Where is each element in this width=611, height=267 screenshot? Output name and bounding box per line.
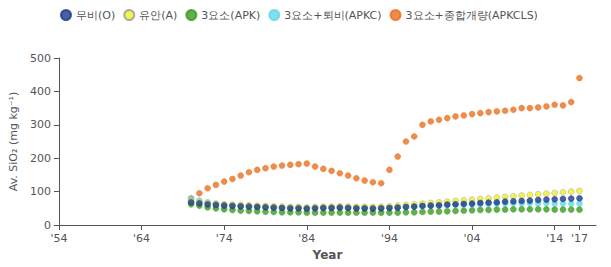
svg-text:100: 100 (30, 185, 51, 198)
svg-text:0: 0 (44, 219, 51, 232)
svg-text:3요소(APK): 3요소(APK) (201, 9, 260, 22)
svg-text:300: 300 (30, 118, 51, 131)
svg-text:'94: '94 (381, 232, 398, 245)
svg-text:'64: '64 (133, 232, 150, 245)
svg-text:무비(O): 무비(O) (76, 9, 115, 22)
svg-text:'17: '17 (571, 232, 588, 245)
svg-text:400: 400 (30, 85, 51, 98)
svg-text:'84: '84 (298, 232, 315, 245)
svg-text:500: 500 (30, 52, 51, 65)
svg-text:'04: '04 (464, 232, 481, 245)
svg-text:3요소+퇴비(APKC): 3요소+퇴비(APKC) (284, 9, 381, 22)
svg-text:유안(A): 유안(A) (139, 9, 177, 22)
svg-text:Year: Year (312, 248, 343, 262)
svg-text:Av. SiO₂ (mg kg⁻¹): Av. SiO₂ (mg kg⁻¹) (7, 92, 20, 191)
svg-text:3요소+종합개량(APKCLS): 3요소+종합개량(APKCLS) (406, 9, 538, 22)
svg-text:'14: '14 (546, 232, 563, 245)
svg-text:200: 200 (30, 152, 51, 165)
svg-text:'74: '74 (216, 232, 233, 245)
svg-text:'54: '54 (50, 232, 67, 245)
